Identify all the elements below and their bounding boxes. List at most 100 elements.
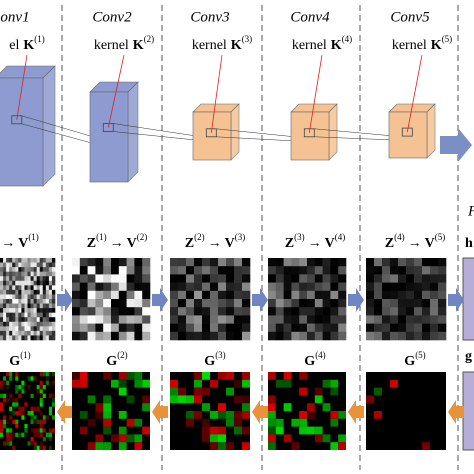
- feature-pixel: [422, 315, 431, 324]
- feature-pixel: [9, 289, 13, 295]
- feature-pixel: [15, 294, 19, 300]
- feature-pixel: [24, 335, 28, 341]
- feature-pixel: [95, 274, 104, 283]
- gradient-pixel: [242, 426, 250, 435]
- feature-pixel: [268, 274, 277, 283]
- feature-pixel: [374, 299, 383, 308]
- feature-pixel: [218, 266, 227, 275]
- feature-pixel: [36, 280, 41, 286]
- feature-pixel: [275, 323, 284, 333]
- feature-pixel: [210, 258, 219, 267]
- gradient-pixel: [330, 418, 339, 427]
- feature-pixel: [6, 294, 10, 300]
- kernel-label: kernel K(4): [292, 34, 352, 53]
- feature-pixel: [390, 323, 399, 333]
- feature-pixel: [218, 323, 227, 333]
- feature-pixel: [338, 315, 347, 324]
- feature-pixel: [30, 280, 34, 286]
- feature-pixel: [24, 289, 28, 295]
- gradient-pixel: [39, 389, 43, 394]
- g-index: (1): [20, 350, 31, 360]
- gradient-pixel: [15, 424, 19, 429]
- feature-pixel: [48, 303, 53, 309]
- feature-pixel: [111, 315, 120, 324]
- feature-pixel: [21, 271, 25, 277]
- feature-pixel: [414, 307, 423, 316]
- gradient-pixel: [12, 398, 16, 403]
- feature-pixel: [15, 299, 19, 304]
- column-title: Conv4: [290, 9, 330, 25]
- gradient-pixel: [18, 385, 22, 390]
- gradient-pixel: [126, 418, 135, 427]
- feature-pixel: [95, 266, 104, 275]
- feature-pixel: [21, 308, 25, 313]
- kernel-index: (1): [34, 34, 45, 44]
- grad-label: G(3): [204, 350, 225, 369]
- gradient-pixel: [51, 402, 55, 407]
- gradient-pixel: [36, 419, 40, 424]
- z-symbol: Z: [285, 236, 294, 251]
- gradient-pixel: [39, 393, 43, 398]
- gradient-pixel: [0, 419, 4, 424]
- gradient-pixel: [218, 434, 226, 443]
- feature-pixel: [48, 294, 53, 300]
- gradient-pixel: [322, 434, 331, 443]
- feature-pixel: [242, 323, 251, 333]
- backward-arrow: [152, 400, 168, 424]
- feature-pixel: [27, 280, 31, 286]
- feature-pixel: [314, 315, 323, 324]
- gradient-pixel: [30, 411, 34, 416]
- feature-pixel: [39, 317, 44, 323]
- block-front: [192, 111, 232, 161]
- feature-pixel: [111, 307, 120, 316]
- gradient-pixel: [242, 442, 250, 450]
- gradient-pixel: [242, 372, 250, 380]
- feature-pixel: [382, 290, 391, 300]
- feature-pixel: [27, 321, 31, 327]
- feature-pixel: [15, 280, 19, 286]
- feature-pixel: [210, 315, 219, 324]
- feature-pixel: [330, 307, 339, 316]
- feature-pixel: [48, 280, 53, 286]
- gradient-pixel: [202, 403, 210, 411]
- feature-pixel: [234, 331, 243, 341]
- gradient-pixel: [42, 419, 46, 424]
- feature-pixel: [33, 285, 37, 291]
- feature-pixel: [414, 274, 423, 283]
- feature-pixel: [36, 294, 41, 300]
- gradient-pixel: [24, 424, 28, 429]
- feature-pixel: [33, 267, 37, 272]
- feature-pixel: [15, 267, 19, 272]
- feature-pixel: [45, 289, 50, 295]
- feature-pixel: [3, 262, 7, 268]
- feature-pixel: [3, 335, 7, 341]
- gradient-pixel: [18, 432, 22, 437]
- gradient-pixel: [291, 418, 300, 427]
- feature-pixel: [6, 289, 10, 295]
- feature-pixel: [42, 335, 47, 341]
- feature-pixel: [218, 331, 227, 341]
- feature-pixel: [134, 299, 143, 308]
- map-label: → V(1): [1, 232, 39, 251]
- feature-pixel: [234, 258, 243, 267]
- feature-pixel: [3, 317, 7, 323]
- gradient-pixel: [134, 418, 143, 427]
- feature-pixel: [374, 282, 383, 292]
- feature-pixel: [186, 290, 195, 300]
- gradient-pixel: [226, 418, 234, 427]
- gradient-pixel: [15, 432, 19, 437]
- gradient-pixel: [27, 441, 31, 446]
- feature-pixel: [45, 280, 50, 286]
- feature-pixel: [51, 312, 56, 318]
- gradient-pixel: [18, 393, 22, 398]
- gradient-pixel: [18, 411, 22, 416]
- gradient-pixel: [210, 442, 218, 450]
- z-index: (4): [394, 232, 405, 242]
- feature-pixel: [18, 289, 22, 295]
- feature-pixel: [438, 258, 447, 267]
- forward-arrow: [448, 288, 464, 312]
- feature-pixel: [126, 290, 135, 300]
- gradient-pixel: [194, 411, 202, 419]
- feature-pixel: [95, 299, 104, 308]
- feature-pixel: [242, 274, 251, 283]
